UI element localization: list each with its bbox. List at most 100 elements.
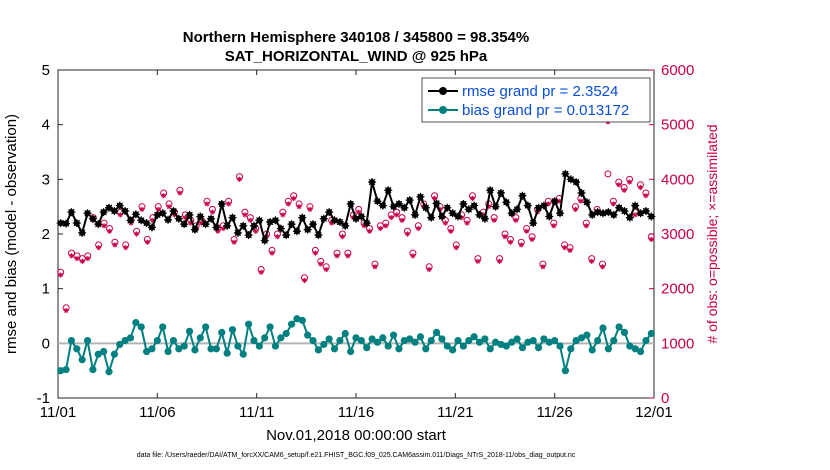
bias-point xyxy=(282,329,290,338)
bias-point xyxy=(62,365,70,374)
obs-assimilated-stroke xyxy=(345,253,351,259)
bias-point xyxy=(287,320,296,328)
rmse-point xyxy=(454,212,463,221)
y-right-tick-label: 3000 xyxy=(661,226,694,243)
obs-assimilated-stroke xyxy=(242,212,248,218)
rmse-point-stroke xyxy=(444,204,451,211)
rmse-point-stroke xyxy=(497,189,505,197)
obs-assimilated-stroke xyxy=(372,264,378,269)
rmse-point-stroke xyxy=(95,220,102,228)
rmse-point-stroke xyxy=(610,211,617,219)
obs-assimilated-marker xyxy=(280,212,286,218)
rmse-point-stroke xyxy=(100,208,107,216)
rmse-point-stroke xyxy=(320,215,328,222)
obs-assimilated-stroke xyxy=(226,201,231,207)
obs-assimilated-stroke xyxy=(426,267,432,272)
rmse-point xyxy=(352,214,360,223)
obs-assimilated-marker xyxy=(540,264,546,270)
rmse-point-stroke xyxy=(175,215,183,222)
rmse-point xyxy=(341,221,350,230)
obs-assimilated-stroke xyxy=(107,229,112,234)
bias-point xyxy=(373,338,382,346)
bias-point xyxy=(255,342,263,350)
obs-assimilated-stroke xyxy=(513,218,519,223)
bias-point xyxy=(325,335,333,343)
obs-assimilated-stroke xyxy=(123,245,128,250)
obs-assimilated-marker xyxy=(106,228,113,234)
obs-assimilated-stroke xyxy=(74,256,80,261)
rmse-point-stroke xyxy=(277,225,285,232)
obs-assimilated-marker xyxy=(312,250,318,256)
obs-assimilated-marker xyxy=(524,228,530,234)
obs-assimilated-marker xyxy=(161,193,167,199)
bias-point xyxy=(83,337,92,345)
rmse-point xyxy=(561,169,570,178)
rmse-point-stroke xyxy=(331,217,338,224)
bias-point xyxy=(202,323,210,331)
obs-assimilated-marker xyxy=(491,217,497,223)
obs-assimilated-marker xyxy=(242,212,248,218)
bias-point xyxy=(271,342,280,350)
rmse-point-stroke xyxy=(73,219,81,227)
rmse-point-stroke xyxy=(234,229,242,237)
rmse-point xyxy=(94,220,103,229)
rmse-point-stroke xyxy=(261,237,268,244)
obs-assimilated-stroke xyxy=(616,182,621,187)
obs-assimilated-stroke xyxy=(275,234,280,239)
rmse-point xyxy=(566,175,575,184)
bias-point xyxy=(626,342,634,350)
bias-point xyxy=(416,333,425,341)
obs-assimilated-stroke xyxy=(399,218,405,223)
obs-assimilated-stroke xyxy=(367,229,372,234)
obs-assimilated-stroke xyxy=(324,267,329,272)
bias-point xyxy=(142,347,151,356)
obs-assimilated-stroke xyxy=(410,253,416,259)
obs-assimilated-marker xyxy=(448,228,454,234)
rmse-point-stroke xyxy=(207,215,215,222)
obs-assimilated-marker xyxy=(301,277,308,284)
obs-assimilated-marker xyxy=(318,261,324,267)
obs-assimilated-marker xyxy=(366,228,373,234)
obs-assimilated-stroke xyxy=(166,204,172,209)
obs-assimilated-marker xyxy=(627,179,633,185)
bias-point xyxy=(631,345,639,353)
x-tick-label: 11/06 xyxy=(139,404,175,421)
rmse-point xyxy=(362,219,371,228)
rmse-point xyxy=(588,210,597,219)
rmse-point xyxy=(394,199,403,208)
x-tick-labels: 11/01 11/06 11/11 11/16 11/21 11/26 12/01 xyxy=(40,404,673,421)
bias-point xyxy=(116,340,124,349)
bias-point xyxy=(647,329,655,338)
x-tick-label: 11/26 xyxy=(536,404,572,421)
rmse-point-stroke xyxy=(299,214,306,221)
obs-assimilated-stroke xyxy=(638,185,643,190)
rmse-point-stroke xyxy=(309,220,317,228)
rmse-point-stroke xyxy=(84,210,91,217)
bias-point xyxy=(336,337,344,345)
legend-bias-label: bias grand pr = 0.013172 xyxy=(462,102,629,119)
bias-point xyxy=(534,344,543,352)
bias-point xyxy=(159,323,167,331)
bias-point xyxy=(132,318,140,327)
rmse-point-stroke xyxy=(503,199,510,206)
rmse-point-stroke xyxy=(315,231,322,239)
obs-assimilated-stroke xyxy=(416,226,421,231)
rmse-point-stroke xyxy=(374,197,381,205)
obs-assimilated-marker xyxy=(101,223,107,229)
rmse-point xyxy=(641,207,650,216)
obs-assimilated-stroke xyxy=(85,256,90,261)
y-tick-label: 0 xyxy=(42,335,50,352)
rmse-point-stroke xyxy=(180,220,188,228)
rmse-point-stroke xyxy=(229,214,236,221)
rmse-point-stroke xyxy=(191,226,199,233)
bias-point xyxy=(443,342,451,350)
rmse-point xyxy=(625,213,634,222)
bias-point xyxy=(384,342,392,350)
rmse-point-stroke xyxy=(272,217,279,224)
bias-point xyxy=(572,337,580,345)
bias-point xyxy=(89,365,97,374)
bias-point xyxy=(180,342,188,350)
bias-point xyxy=(100,347,108,356)
rmse-point xyxy=(121,207,130,216)
obs-assimilated-stroke xyxy=(524,229,529,234)
